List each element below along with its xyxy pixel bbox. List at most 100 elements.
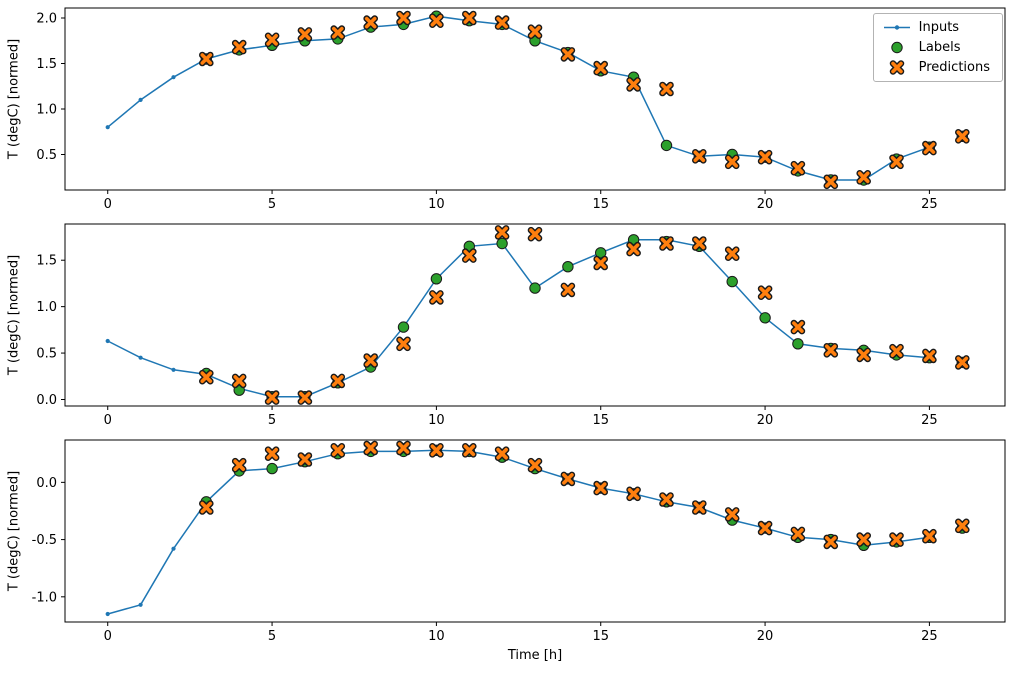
labels-circle-marker xyxy=(726,275,738,288)
predictions-x-marker xyxy=(856,532,872,547)
predictions-x-marker xyxy=(527,226,543,242)
x-axis-label: Time [h] xyxy=(507,648,563,663)
inputs-dot-marker xyxy=(105,611,110,617)
predictions-x-marker xyxy=(724,154,740,170)
x-tick-label: 25 xyxy=(921,197,938,212)
x-tick-label: 5 xyxy=(268,413,276,428)
predictions-x-marker xyxy=(199,500,214,515)
predictions-x-marker xyxy=(363,353,379,368)
series-inputs xyxy=(105,14,932,183)
legend-item-labels: Labels xyxy=(883,40,990,55)
inputs-dot-marker xyxy=(171,546,176,551)
predictions-x-marker xyxy=(429,442,444,458)
predictions-x-marker xyxy=(593,480,609,496)
predictions-x-marker xyxy=(363,440,379,456)
series-predictions xyxy=(199,10,970,190)
predictions-x-marker xyxy=(823,174,839,190)
predictions-x-marker xyxy=(199,51,214,67)
predictions-x-marker xyxy=(691,236,707,251)
predictions-x-marker xyxy=(264,32,280,48)
y-tick-label: 1.5 xyxy=(36,254,57,269)
inputs-dot-marker xyxy=(171,75,176,80)
predictions-x-marker xyxy=(199,369,214,385)
labels-circle-marker xyxy=(759,312,771,324)
labels-circle-icon xyxy=(890,41,903,54)
x-tick-label: 20 xyxy=(757,197,774,212)
predictions-x-marker xyxy=(922,140,937,156)
predictions-x-marker xyxy=(659,492,674,507)
predictions-x-marker xyxy=(790,160,806,176)
predictions-x-marker xyxy=(757,149,773,165)
predictions-x-marker xyxy=(889,343,904,359)
predictions-x-marker xyxy=(922,348,937,364)
inputs-dot-marker xyxy=(105,338,110,344)
legend-label-labels: Labels xyxy=(918,40,961,55)
predictions-x-marker xyxy=(560,471,576,487)
y-axis-label-subplot-2: T (degC) [normed] xyxy=(6,254,22,376)
inputs-line xyxy=(107,449,930,615)
predictions-x-marker xyxy=(560,282,576,298)
predictions-x-marker xyxy=(363,15,379,30)
y-tick-label: 0.0 xyxy=(36,393,57,408)
y-tick-label: 2.0 xyxy=(36,12,57,27)
predictions-x-marker xyxy=(954,129,970,144)
labels-circle-marker xyxy=(562,261,574,273)
subplot-3: 0 5 10 15 20 25 -1.0 -0.5 0.0 xyxy=(32,439,1006,644)
predictions-x-marker xyxy=(231,373,247,389)
series-predictions xyxy=(199,440,970,550)
predictions-x-marker xyxy=(494,225,510,240)
predictions-x-marker xyxy=(429,290,444,305)
series-labels xyxy=(200,10,968,186)
predictions-x-icon xyxy=(889,60,904,75)
predictions-x-marker xyxy=(790,526,806,542)
y-tick-label: -0.5 xyxy=(32,533,57,548)
series-labels xyxy=(200,444,968,551)
x-tick-label: 5 xyxy=(268,197,276,212)
predictions-x-marker xyxy=(889,532,904,547)
subplot-1: 0 5 10 15 20 25 0.5 1.0 1.5 2.0 xyxy=(36,7,1006,212)
predictions-x-marker xyxy=(823,534,839,550)
predictions-x-marker xyxy=(593,60,609,76)
predictions-x-marker xyxy=(823,342,839,358)
predictions-x-marker xyxy=(297,27,313,42)
y-tick-label: 0.5 xyxy=(36,148,57,163)
x-tick-label: 5 xyxy=(268,629,276,644)
predictions-x-marker xyxy=(330,442,346,458)
predictions-x-marker xyxy=(593,255,609,271)
legend: Inputs Labels Predictions xyxy=(872,13,1003,82)
predictions-x-marker xyxy=(461,10,477,26)
predictions-x-marker xyxy=(856,347,872,363)
predictions-x-marker xyxy=(724,507,740,522)
predictions-x-marker xyxy=(790,319,806,335)
inputs-dot-marker xyxy=(171,367,176,372)
x-tick-label: 0 xyxy=(104,629,112,644)
predictions-x-marker xyxy=(396,336,411,352)
y-tick-label: 0.5 xyxy=(36,347,57,362)
subplot-2: 0 5 10 15 20 25 0.0 0.5 1.0 1.5 xyxy=(36,223,1006,428)
predictions-x-marker xyxy=(461,442,477,458)
y-tick-label: 1.0 xyxy=(36,300,57,315)
x-tick-label: 0 xyxy=(104,197,112,212)
series-inputs xyxy=(105,448,932,617)
inputs-dot-marker xyxy=(138,602,143,607)
y-tick-label: 1.0 xyxy=(36,103,57,118)
inputs-dot-marker xyxy=(105,125,110,130)
predictions-x-marker xyxy=(856,170,872,185)
inputs-line xyxy=(107,239,930,398)
predictions-x-marker xyxy=(297,452,313,467)
y-tick-label: -1.0 xyxy=(32,590,57,605)
series-predictions xyxy=(199,225,970,405)
x-tick-label: 10 xyxy=(428,197,445,212)
predictions-x-marker xyxy=(560,47,576,62)
predictions-x-marker xyxy=(264,446,280,462)
inputs-dot-marker xyxy=(138,97,143,102)
x-tick-label: 25 xyxy=(921,629,938,644)
series-inputs xyxy=(105,237,932,399)
predictions-x-marker xyxy=(691,149,707,164)
predictions-x-marker xyxy=(429,13,444,29)
x-tick-label: 10 xyxy=(428,629,445,644)
predictions-x-marker xyxy=(396,10,411,26)
labels-circle-marker xyxy=(529,282,541,294)
